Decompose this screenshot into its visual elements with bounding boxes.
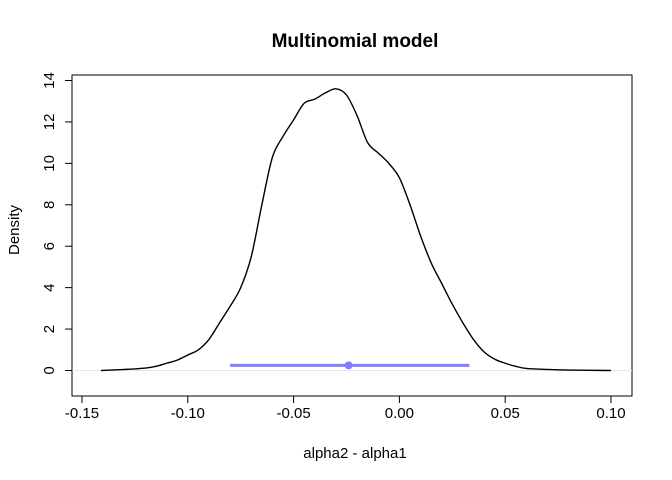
x-axis: -0.15 -0.10 -0.05 0.00 0.05 0.10 [65,395,626,422]
y-tick-label: 6 [41,242,58,250]
y-tick-label: 14 [41,72,58,89]
y-tick-label: 10 [41,155,58,172]
chart-title: Multinomial model [272,31,439,52]
y-tick-label: 2 [41,325,58,333]
x-tick-label: 0.10 [596,405,625,422]
x-tick-label: 0.05 [491,405,520,422]
x-tick-label: -0.05 [276,405,310,422]
x-axis-label: alpha2 - alpha1 [303,445,406,462]
y-axis-label: Density [6,204,23,255]
y-tick-label: 12 [41,114,58,131]
x-tick-label: -0.15 [65,405,99,422]
y-tick-label: 0 [41,366,58,374]
y-tick-label: 4 [41,283,58,291]
x-tick-label: 0.00 [385,405,414,422]
y-tick-label: 8 [41,201,58,209]
y-axis: 0 2 4 6 8 10 12 14 [41,72,73,375]
plot-frame [71,74,633,397]
x-tick-label: -0.10 [171,405,205,422]
density-curve [101,88,612,372]
point-estimate-marker [344,361,353,370]
